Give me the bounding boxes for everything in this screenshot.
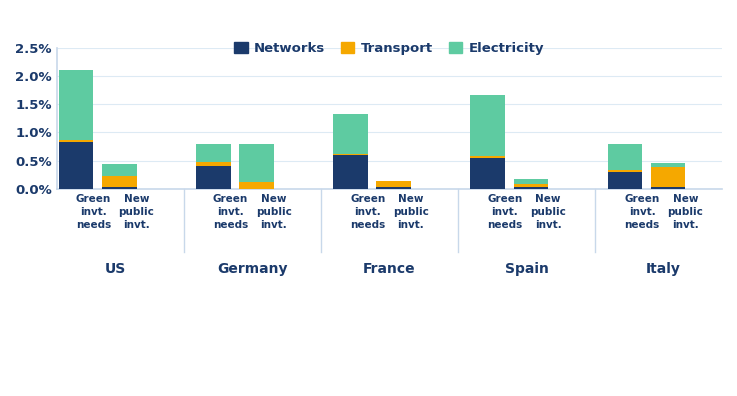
Bar [470,95,505,156]
Bar [470,156,505,158]
Text: US: US [105,262,125,276]
Bar [240,182,273,188]
Bar [514,179,548,184]
Bar [59,70,94,140]
Text: Italy: Italy [646,262,681,276]
Bar [607,170,642,172]
Bar [470,158,505,188]
Bar [377,181,411,187]
Bar [333,154,368,155]
Bar [240,144,273,182]
Bar [59,140,94,142]
Bar [196,162,231,166]
Bar [333,155,368,188]
Bar [102,187,136,188]
Bar [514,184,548,187]
Text: Germany: Germany [217,262,287,276]
Bar [514,187,548,188]
Bar [607,172,642,188]
Bar [196,166,231,188]
Bar [196,144,231,162]
Bar [651,163,685,167]
Bar [59,142,94,188]
Bar [102,176,136,187]
Text: France: France [363,262,416,276]
Bar [607,144,642,170]
Bar [651,167,685,187]
Bar [102,164,136,176]
Bar [651,187,685,188]
Text: Spain: Spain [505,262,548,276]
Legend: Networks, Transport, Electricity: Networks, Transport, Electricity [229,36,550,60]
Bar [333,114,368,154]
Bar [377,187,411,188]
